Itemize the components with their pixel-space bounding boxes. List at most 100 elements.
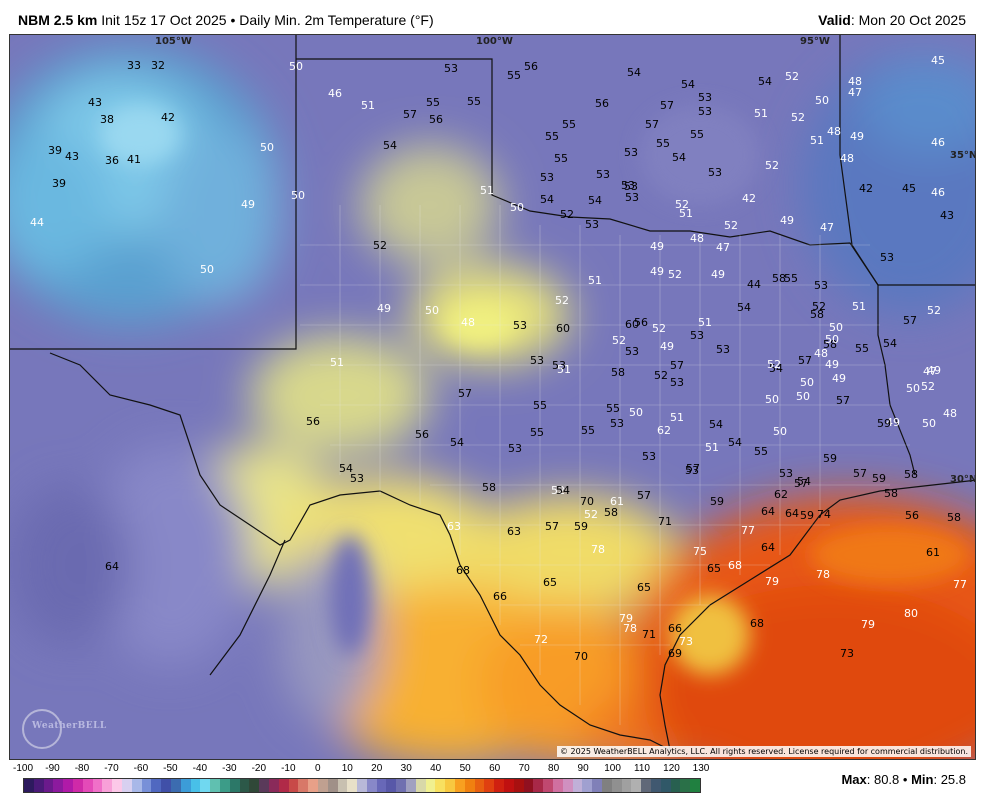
scale-color-swatch (376, 779, 387, 792)
temperature-label: 53 (779, 467, 793, 480)
temperature-label: 52 (551, 484, 565, 497)
scale-tick-label: 10 (341, 763, 353, 774)
scale-color-swatch (308, 779, 318, 792)
temperature-label: 56 (415, 428, 429, 441)
temperature-label: 56 (306, 415, 320, 428)
temperature-label: 52 (555, 294, 569, 307)
temperature-label: 73 (840, 647, 854, 660)
lon-label: 100°W (476, 36, 513, 47)
coastline (659, 479, 975, 751)
scale-color-swatch (53, 779, 64, 792)
temperature-label: 49 (886, 416, 900, 429)
scale-tick-label: 70 (518, 763, 530, 774)
temperature-label: 49 (241, 198, 255, 211)
temperature-label: 53 (585, 218, 599, 231)
temperature-label: 48 (943, 407, 957, 420)
scale-color-swatch (161, 779, 171, 792)
temperature-label: 58 (611, 366, 625, 379)
temperature-label: 49 (650, 265, 664, 278)
temperature-label: 52 (668, 268, 682, 281)
temperature-label: 70 (574, 650, 588, 663)
temperature-label: 73 (679, 635, 693, 648)
temperature-label: 50 (765, 393, 779, 406)
temperature-map[interactable]: 105°W 100°W 95°W 35°N 30°N 33 32 50 53 55 56 5… (9, 34, 976, 760)
temperature-label: 66 (668, 622, 682, 635)
temperature-label: 42 (742, 192, 756, 205)
temperature-label: 69 (668, 647, 682, 660)
temperature-label: 45 (931, 54, 945, 67)
temperature-label: 39 (48, 144, 62, 157)
temperature-label: 60 (556, 322, 570, 335)
temperature-label: 48 (690, 232, 704, 245)
temperature-label: 52 (767, 358, 781, 371)
temperature-label: 52 (791, 111, 805, 124)
temperature-label: 77 (741, 524, 755, 537)
color-scale: -100 -90 -80 -70 -60 -50 -40 -30 -20 -10 0 10 20 30 40… (9, 763, 709, 805)
scale-color-swatch (543, 779, 554, 792)
temperature-label: 57 (686, 462, 700, 475)
temperature-label: 57 (403, 108, 417, 121)
temperature-label: 57 (637, 489, 651, 502)
temperature-label: 55 (656, 137, 670, 150)
scale-tick-label: 110 (634, 763, 651, 774)
scale-color-swatch (425, 779, 436, 792)
scale-tick-label: -50 (163, 763, 178, 774)
temperature-label: 53 (540, 171, 554, 184)
scale-color-swatch (611, 779, 622, 792)
temperature-label: 79 (619, 612, 633, 625)
scale-tick-label: -30 (222, 763, 237, 774)
temperature-label: 51 (705, 441, 719, 454)
scale-tick-label: 100 (604, 763, 621, 774)
scale-color-swatch (151, 779, 162, 792)
scale-color-swatch (406, 779, 416, 792)
temperature-label: 56 (429, 113, 443, 126)
lon-label: 95°W (800, 36, 830, 47)
temperature-label: 55 (530, 426, 544, 439)
temperature-label: 54 (737, 301, 751, 314)
temperature-label: 52 (584, 508, 598, 521)
scale-color-swatch (24, 779, 34, 792)
temperature-label: 55 (562, 118, 576, 131)
temperature-label: 39 (52, 177, 66, 190)
temperature-label: 58 (884, 487, 898, 500)
scale-color-swatch (170, 779, 181, 792)
temperature-label: 55 (507, 69, 521, 82)
temperature-label: 50 (425, 304, 439, 317)
temperature-label: 78 (623, 622, 637, 635)
scale-color-swatch (474, 779, 485, 792)
temperature-label: 63 (447, 520, 461, 533)
scale-color-swatch (484, 779, 495, 792)
temperature-label: 48 (827, 125, 841, 138)
temperature-label: 64 (105, 560, 119, 573)
temperature-label: 51 (361, 99, 375, 112)
scale-color-swatch (141, 779, 152, 792)
scale-color-swatch (210, 779, 220, 792)
scale-tick-label: 120 (663, 763, 680, 774)
maxmin-bullet: • (902, 772, 908, 787)
temperature-label: 70 (580, 495, 594, 508)
temperature-label: 54 (681, 78, 695, 91)
scale-tick-label: 40 (430, 763, 442, 774)
valid-time: Valid: Mon 20 Oct 2025 (818, 12, 966, 28)
temperature-label: 58 (772, 272, 786, 285)
temperature-label: 49 (825, 358, 839, 371)
scale-color-swatch (190, 779, 201, 792)
temperature-label: 52 (927, 304, 941, 317)
temperature-label: 49 (377, 302, 391, 315)
temperature-label: 79 (861, 618, 875, 631)
temperature-label: 52 (724, 219, 738, 232)
temperature-label: 55 (545, 130, 559, 143)
scale-color-swatch (92, 779, 103, 792)
temperature-label: 50 (800, 376, 814, 389)
temperature-label: 49 (660, 340, 674, 353)
scale-color-swatch (180, 779, 191, 792)
temperature-label: 53 (513, 319, 527, 332)
temperature-label: 58 (810, 308, 824, 321)
temperature-label: 57 (794, 477, 808, 490)
temperature-label: 51 (480, 184, 494, 197)
temperature-label: 56 (905, 509, 919, 522)
temperature-label: 49 (711, 268, 725, 281)
temperature-label: 51 (810, 134, 824, 147)
